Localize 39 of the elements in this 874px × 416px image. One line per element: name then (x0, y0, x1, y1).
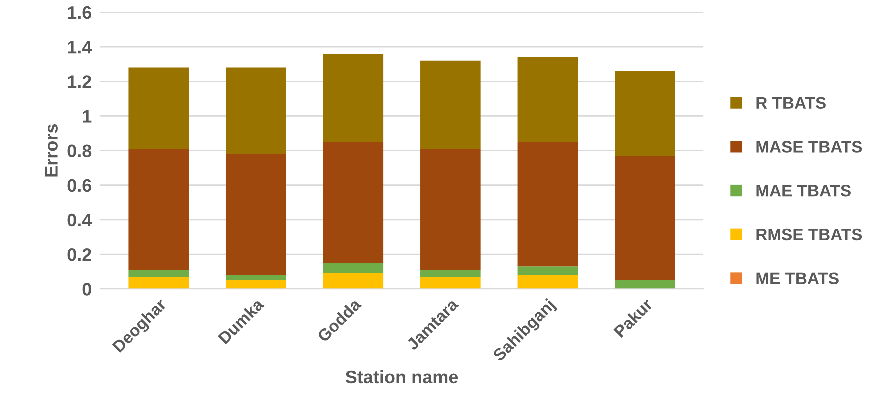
bar (615, 280, 676, 290)
bar (420, 270, 481, 278)
bar (226, 68, 286, 154)
bar (615, 156, 676, 280)
y-tick-label: 0.8 (68, 144, 92, 158)
legend-label: MAE TBATS (756, 184, 851, 197)
y-tick-label: 1.6 (68, 6, 92, 20)
bar (518, 142, 578, 267)
y-tick-label: 0.4 (68, 214, 92, 227)
bar (323, 142, 384, 264)
bar (128, 277, 190, 290)
bar (420, 149, 481, 270)
bar (420, 60, 481, 150)
bar (323, 54, 384, 142)
y-tick-label: 0 (82, 283, 92, 296)
y-tick-label: 1.4 (68, 41, 92, 54)
legend-label: MASE TBATS (756, 141, 862, 153)
y-tick-label: 0.2 (68, 248, 92, 262)
bar (226, 280, 286, 290)
bar (128, 149, 190, 270)
legend-label: ME TBATS (756, 272, 839, 285)
bar (128, 68, 190, 150)
y-tick-label: 1.2 (68, 76, 92, 88)
bar (518, 275, 578, 290)
y-axis-title: Errors (45, 124, 58, 177)
y-tick-label: 0.6 (68, 179, 92, 192)
y-tick-label: 1 (83, 110, 92, 123)
bar (323, 274, 384, 290)
bar (226, 275, 286, 280)
bar (518, 57, 578, 142)
bar (128, 270, 190, 278)
bar (615, 71, 676, 156)
legend-label: R TBATS (756, 97, 826, 110)
bar (226, 154, 286, 276)
bar (323, 263, 384, 274)
x-axis-title: Station name (346, 370, 458, 384)
bar (518, 266, 578, 276)
bar (420, 277, 481, 290)
legend-label: RMSE TBATS (756, 228, 862, 241)
